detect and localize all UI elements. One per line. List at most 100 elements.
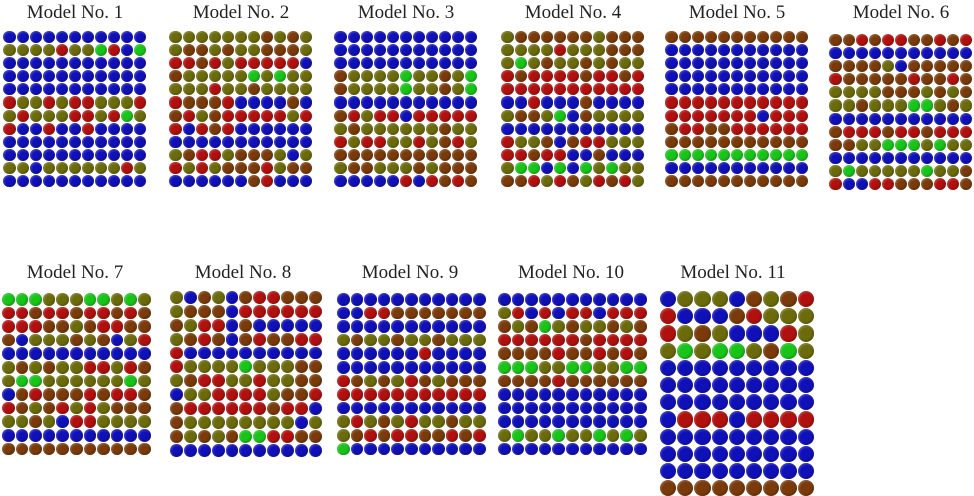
bead — [553, 109, 566, 122]
bead — [908, 47, 921, 60]
bead — [195, 135, 208, 148]
bead — [770, 44, 783, 57]
bead — [763, 376, 780, 394]
bead — [465, 57, 478, 70]
bead — [42, 415, 56, 428]
bead — [334, 96, 347, 109]
bead — [195, 57, 208, 70]
bead — [82, 109, 95, 122]
bead — [632, 96, 645, 109]
bead — [418, 360, 432, 374]
bead — [182, 109, 195, 122]
bead — [134, 175, 147, 188]
bead — [95, 148, 108, 161]
model-title: Model No. 2 — [192, 2, 290, 23]
bead — [413, 44, 426, 57]
bead — [711, 428, 728, 445]
bead — [439, 31, 452, 44]
bead — [197, 346, 211, 360]
bead — [730, 161, 743, 175]
bead — [694, 462, 711, 480]
bead — [763, 428, 780, 445]
bead — [3, 122, 16, 135]
bead — [169, 135, 182, 148]
bead — [452, 44, 465, 57]
bead — [134, 83, 147, 96]
bead — [211, 332, 225, 346]
bead — [704, 70, 717, 83]
model-title: Model No. 5 — [688, 2, 786, 23]
bead — [593, 148, 606, 161]
bead — [182, 175, 195, 188]
bead — [418, 347, 432, 360]
bead — [921, 125, 934, 138]
bead — [439, 83, 452, 96]
bead — [619, 96, 632, 109]
bead — [770, 148, 783, 161]
bead — [261, 96, 274, 109]
bead — [248, 96, 261, 109]
bead — [960, 112, 973, 125]
model-title: Model No. 9 — [361, 262, 459, 283]
bead — [55, 31, 68, 44]
bead — [728, 376, 745, 394]
bead — [391, 415, 404, 428]
bead — [281, 429, 295, 443]
bead — [829, 99, 842, 112]
bead — [881, 112, 894, 125]
bead — [579, 293, 593, 306]
bead — [472, 320, 486, 333]
bead — [744, 31, 757, 44]
bead — [418, 320, 432, 333]
bead — [95, 31, 108, 44]
bead — [783, 57, 796, 70]
bead — [3, 57, 16, 70]
bead — [565, 428, 579, 442]
bead — [121, 161, 134, 175]
bead — [16, 175, 29, 188]
bead — [108, 83, 121, 96]
bead — [253, 429, 267, 443]
bead — [225, 416, 239, 429]
bead — [42, 70, 55, 83]
bead — [169, 161, 182, 175]
bead — [728, 428, 745, 445]
bead — [694, 428, 711, 445]
bead — [391, 347, 404, 360]
bead — [110, 415, 124, 428]
bead — [606, 83, 619, 96]
bead — [182, 161, 195, 175]
bead — [399, 70, 412, 83]
bead — [501, 148, 514, 161]
bead — [350, 306, 364, 320]
bead — [745, 342, 763, 359]
bead — [68, 161, 81, 175]
bead — [350, 293, 364, 306]
bead — [334, 83, 347, 96]
bead — [347, 109, 360, 122]
bead — [744, 161, 757, 175]
bead — [350, 388, 364, 401]
bead — [418, 428, 432, 442]
bead — [593, 135, 606, 148]
bead — [606, 333, 620, 347]
bead — [566, 83, 579, 96]
bead — [934, 178, 947, 191]
bead — [780, 376, 797, 394]
bead — [934, 73, 947, 86]
bead — [580, 122, 593, 135]
bead — [593, 293, 606, 306]
bead — [110, 333, 124, 347]
bead — [42, 374, 56, 388]
bead — [797, 325, 814, 342]
bead — [404, 401, 418, 415]
bead — [16, 161, 29, 175]
bead — [538, 360, 552, 374]
bead — [452, 109, 465, 122]
bead — [170, 291, 183, 304]
bead — [620, 293, 633, 306]
bead — [553, 96, 566, 109]
bead — [3, 83, 16, 96]
bead — [527, 175, 540, 188]
bead — [717, 135, 730, 148]
